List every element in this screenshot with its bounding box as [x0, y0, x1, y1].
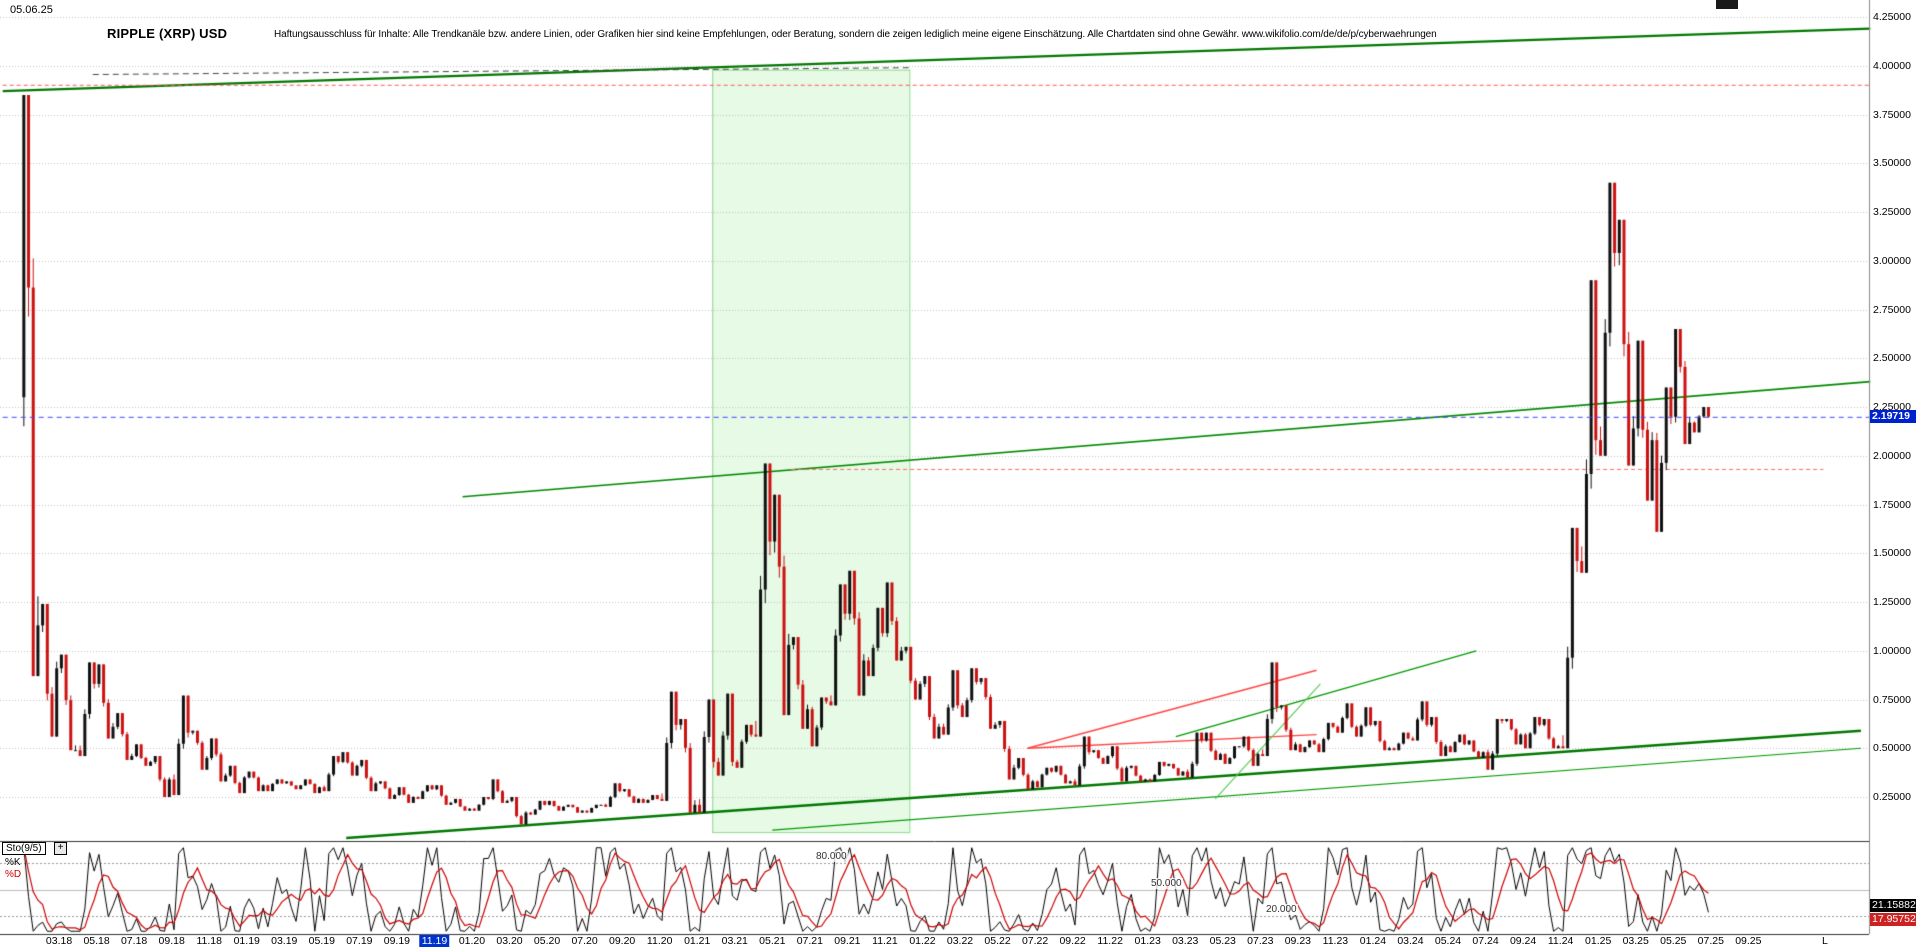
time-axis-label: 11.23 — [1322, 935, 1349, 947]
time-axis-label: 11.22 — [1097, 935, 1123, 947]
time-axis-label: 09.19 — [383, 935, 411, 947]
time-axis-label: 09.24 — [1509, 935, 1537, 947]
sto-k-label: %K — [5, 857, 21, 868]
price-axis-label: 3.25000 — [1873, 206, 1911, 218]
price-axis-label: 2.25000 — [1873, 401, 1911, 413]
time-axis-label: 09.25 — [1735, 935, 1762, 947]
price-axis-label: 4.00000 — [1873, 59, 1911, 72]
sto-level-label: 80.000 — [815, 851, 848, 863]
chart-title: RIPPLE (XRP) USD — [107, 26, 228, 41]
sto-d-label: %D — [5, 869, 22, 880]
price-axis-label: 1.00000 — [1873, 644, 1911, 657]
time-axis-label: 01.22 — [909, 935, 936, 947]
time-axis-label: 03.22 — [946, 935, 974, 947]
chart-date: 05.06.25 — [10, 4, 53, 16]
time-axis-label: 03.18 — [45, 935, 73, 947]
price-axis-label: 3.75000 — [1873, 108, 1911, 121]
time-axis-label: 11.20 — [646, 935, 673, 947]
time-axis-label: 03.21 — [721, 935, 748, 947]
time-axis-label: 11.18 — [196, 935, 222, 947]
time-axis-label: 01.23 — [1134, 935, 1161, 947]
time-axis-label: 07.19 — [346, 935, 373, 947]
time-axis-label: 05.20 — [533, 935, 561, 947]
time-axis-label: 05.18 — [83, 935, 110, 947]
time-axis-label: 11.19 — [419, 935, 450, 947]
time-axis-label: 07.25 — [1697, 935, 1724, 947]
price-axis-label: 1.50000 — [1873, 547, 1911, 560]
time-axis-label: 05.24 — [1434, 935, 1462, 947]
time-axis-label: 09.22 — [1059, 935, 1086, 947]
time-axis-label: 05.19 — [308, 935, 335, 947]
window-artifact — [1716, 0, 1738, 9]
price-axis-label: 2.00000 — [1873, 449, 1911, 462]
price-axis-label: 2.50000 — [1873, 352, 1911, 365]
time-axis-label: 03.23 — [1172, 935, 1199, 947]
time-axis-label: 07.23 — [1247, 935, 1274, 947]
time-axis-label: 01.25 — [1585, 935, 1612, 947]
time-axis-label: 07.20 — [571, 935, 598, 947]
time-axis-label: 09.21 — [834, 935, 861, 947]
time-axis-label-partial: L — [1822, 935, 1828, 947]
time-axis-label: 07.21 — [796, 935, 823, 947]
time-axis-label: 01.19 — [233, 935, 260, 947]
disclaimer-text: Haftungsausschluss für Inhalte: Alle Tre… — [274, 29, 1437, 40]
sto-d-badge: 17.95752 — [1870, 913, 1916, 926]
price-axis-label: 1.75000 — [1873, 498, 1911, 511]
price-axis-label: 4.25000 — [1873, 11, 1911, 23]
sto-level-label: 50.000 — [1150, 877, 1183, 889]
time-axis-label: 03.25 — [1622, 935, 1649, 947]
price-axis-label: 0.25000 — [1873, 791, 1911, 803]
current-price-badge: 2.19719 — [1870, 410, 1916, 424]
price-axis-label: 0.50000 — [1873, 742, 1911, 755]
time-axis-label: 03.19 — [271, 935, 298, 947]
time-axis-label: 01.24 — [1359, 935, 1387, 947]
time-axis-label: 05.23 — [1209, 935, 1236, 947]
price-axis-label: 3.00000 — [1873, 254, 1911, 267]
time-axis-label: 09.18 — [158, 935, 185, 947]
time-axis-label: 03.20 — [496, 935, 523, 947]
price-axis-label: 1.25000 — [1873, 596, 1911, 608]
time-axis-label: 05.22 — [984, 935, 1011, 947]
price-axis-label: 2.75000 — [1873, 303, 1911, 316]
time-axis-label: 11.24 — [1547, 935, 1574, 947]
time-axis-label: 07.22 — [1021, 935, 1049, 947]
time-axis-label: 11.21 — [872, 935, 898, 947]
add-indicator-button[interactable]: + — [54, 842, 67, 855]
time-axis-label: 09.20 — [608, 935, 636, 947]
time-axis-label: 07.18 — [120, 935, 148, 947]
time-axis-label: 05.25 — [1660, 935, 1687, 947]
time-axis-label: 05.21 — [759, 935, 786, 947]
time-axis-label: 07.24 — [1472, 935, 1499, 947]
time-axis-label: 09.23 — [1284, 935, 1311, 947]
price-axis-label: 0.75000 — [1873, 693, 1911, 706]
time-axis-label: 01.21 — [684, 935, 711, 947]
price-axis-label: 3.50000 — [1873, 157, 1911, 170]
time-axis-label: 01.20 — [458, 935, 486, 947]
time-axis-label: 03.24 — [1397, 935, 1424, 947]
indicator-label[interactable]: Sto(9/5) — [2, 842, 46, 855]
sto-level-label: 20.000 — [1265, 903, 1298, 915]
sto-k-badge: 21.15882 — [1870, 899, 1916, 912]
